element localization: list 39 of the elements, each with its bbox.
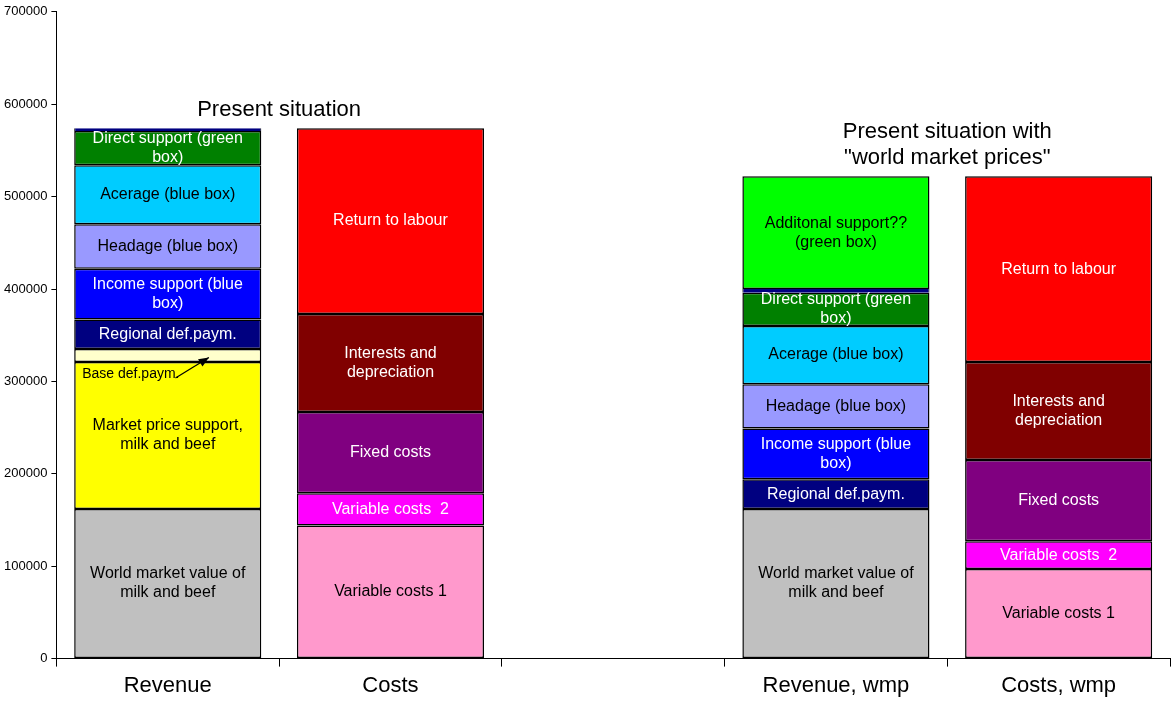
- y-tick-label: 300000: [3, 372, 48, 388]
- series-label: Additonal support?? (green box): [764, 213, 908, 250]
- text: Variable costs 2: [331, 499, 450, 517]
- text: Headage (blue box): [97, 236, 239, 254]
- text: Fixed costs: [1018, 491, 1100, 508]
- x-tick-label: Revenue: [123, 671, 212, 697]
- y-tick-label: 700000: [3, 3, 48, 19]
- text: Income support (blue box): [760, 434, 912, 471]
- text: Regional def.paym.: [766, 484, 905, 502]
- text: Interests and depreciation: [344, 343, 437, 380]
- series-label: Base def.paym.: [82, 364, 180, 381]
- series-label: Variable costs 2: [1000, 545, 1118, 563]
- x-tick-label: Costs: [362, 671, 419, 697]
- series-label: Income support (blue box): [92, 274, 243, 311]
- series-label: Headage (blue box): [765, 396, 907, 414]
- series-label: Return to labour: [1001, 259, 1117, 277]
- text: Acerage (blue box): [100, 185, 236, 203]
- series-label: Acerage (blue box): [768, 345, 904, 363]
- y-tick-label: 600000: [3, 95, 48, 111]
- series-label: World market value of milk and beef: [90, 564, 246, 601]
- text: World market value of milk and beef: [758, 564, 914, 601]
- series-label: Interests and depreciation: [1012, 391, 1105, 428]
- text: Return to labour: [333, 211, 448, 229]
- x-tick-label: Revenue, wmp: [762, 671, 910, 697]
- y-tick-label: 200000: [3, 465, 48, 481]
- annotation: Present situation with "world market prices": [842, 118, 1052, 170]
- y-tick-label: 500000: [3, 188, 48, 204]
- text: Variable costs 1: [334, 582, 447, 600]
- y-tick-label: 400000: [3, 280, 48, 296]
- series-label: Variable costs 1: [1002, 603, 1116, 621]
- series-label: Direct support (green box): [92, 129, 243, 165]
- y-tick-label: 100000: [3, 557, 48, 573]
- series-label: Market price support, milk and beef: [92, 416, 243, 453]
- series-label: Fixed costs: [350, 442, 431, 460]
- annotation: Present situation: [197, 96, 362, 122]
- text: Direct support (green box): [760, 290, 912, 327]
- x-tick-label: Costs, wmp: [1001, 671, 1117, 697]
- y-tick-label: 0: [40, 650, 48, 666]
- series-label: Regional def.paym.: [98, 324, 237, 342]
